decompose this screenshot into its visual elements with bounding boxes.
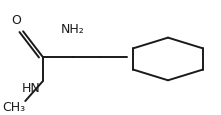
Text: O: O xyxy=(12,14,21,27)
Text: CH₃: CH₃ xyxy=(2,100,25,113)
Text: HN: HN xyxy=(21,81,40,94)
Text: NH₂: NH₂ xyxy=(61,23,85,36)
